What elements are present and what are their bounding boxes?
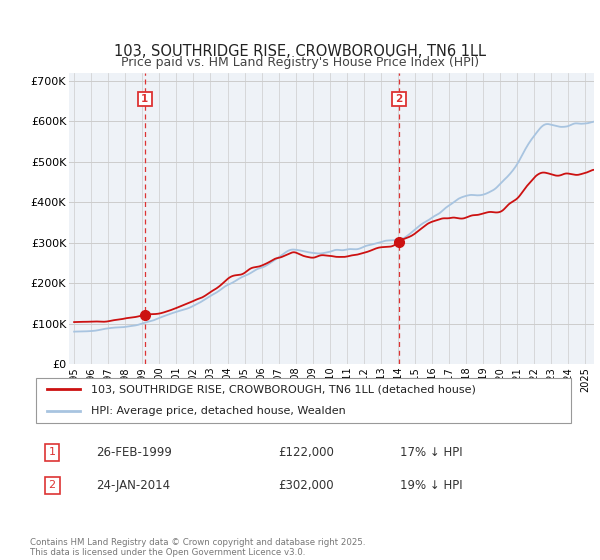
Text: £302,000: £302,000 (278, 479, 334, 492)
Text: 26-FEB-1999: 26-FEB-1999 (96, 446, 172, 459)
Text: 24-JAN-2014: 24-JAN-2014 (96, 479, 170, 492)
Text: Price paid vs. HM Land Registry's House Price Index (HPI): Price paid vs. HM Land Registry's House … (121, 57, 479, 69)
Text: 1: 1 (141, 94, 148, 104)
Text: 17% ↓ HPI: 17% ↓ HPI (400, 446, 463, 459)
Text: 19% ↓ HPI: 19% ↓ HPI (400, 479, 463, 492)
Text: 1: 1 (49, 447, 56, 458)
Text: 2: 2 (395, 94, 403, 104)
Text: 2: 2 (49, 480, 56, 491)
Text: 103, SOUTHRIDGE RISE, CROWBOROUGH, TN6 1LL (detached house): 103, SOUTHRIDGE RISE, CROWBOROUGH, TN6 1… (91, 384, 476, 394)
Text: Contains HM Land Registry data © Crown copyright and database right 2025.
This d: Contains HM Land Registry data © Crown c… (30, 538, 365, 557)
FancyBboxPatch shape (35, 378, 571, 423)
Text: £122,000: £122,000 (278, 446, 334, 459)
Text: 103, SOUTHRIDGE RISE, CROWBOROUGH, TN6 1LL: 103, SOUTHRIDGE RISE, CROWBOROUGH, TN6 1… (114, 44, 486, 59)
Text: HPI: Average price, detached house, Wealden: HPI: Average price, detached house, Weal… (91, 407, 346, 417)
